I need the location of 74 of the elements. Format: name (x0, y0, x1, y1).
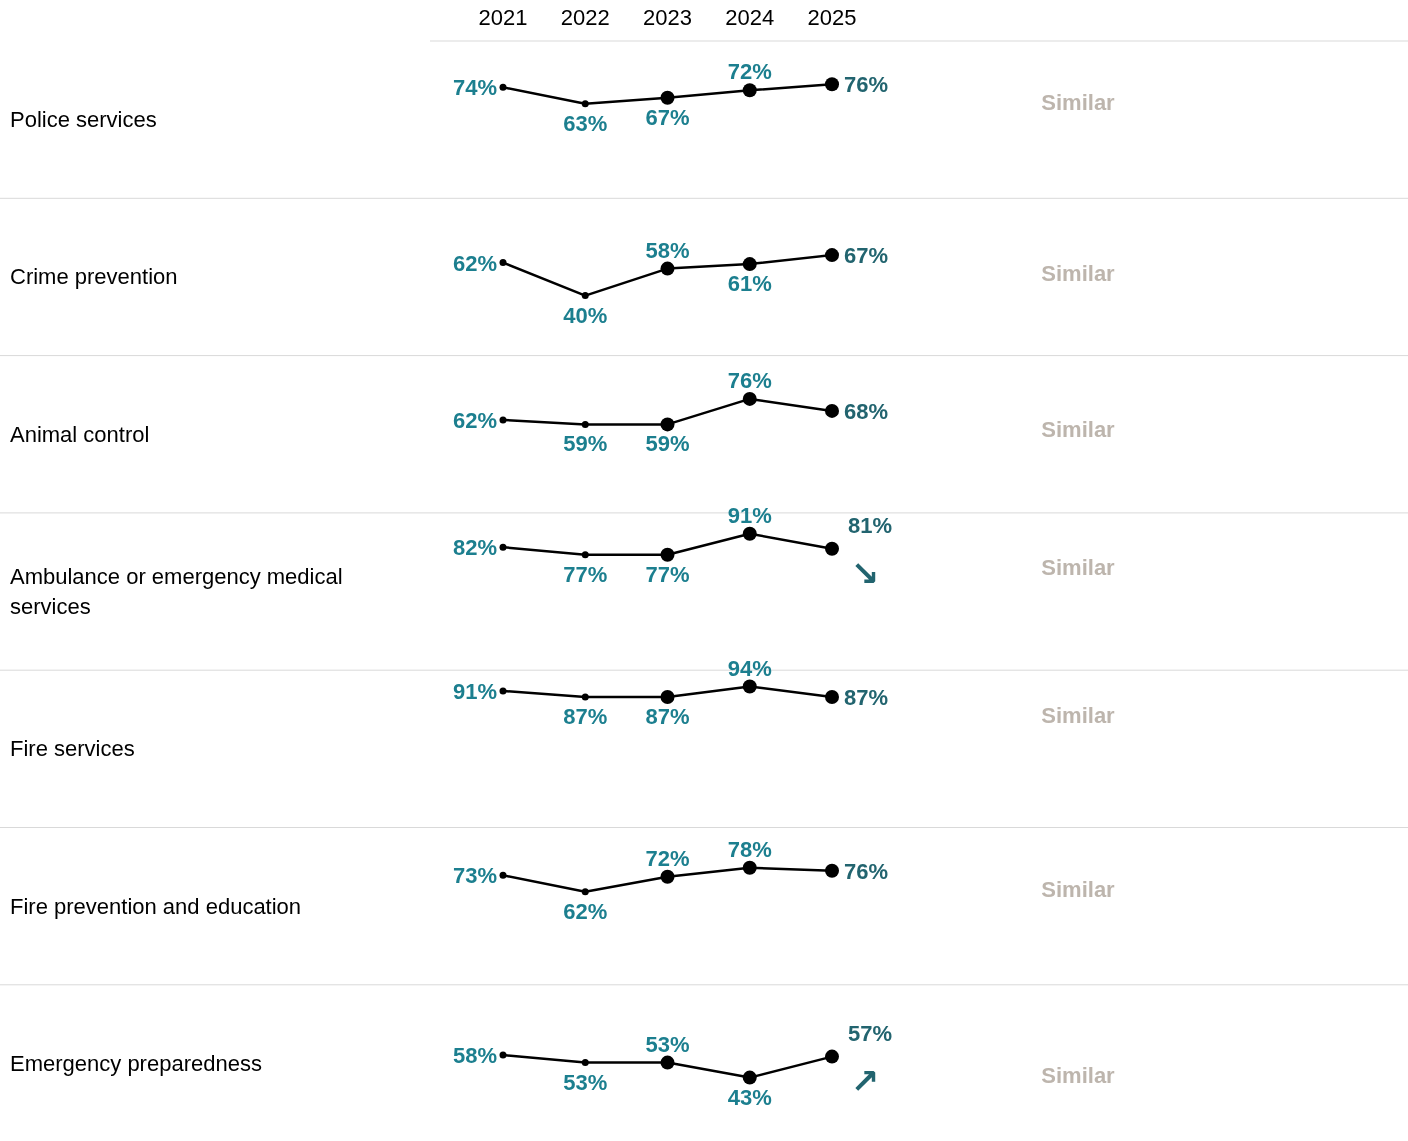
data-label: 87% (844, 685, 889, 710)
data-label: 77% (563, 561, 608, 587)
point (825, 863, 839, 878)
y-axis-title: Animal control (10, 421, 150, 447)
data-label: 57% (847, 1020, 893, 1046)
x-tick-label: 2024 (725, 5, 775, 30)
y-axis-title: Crime prevention (10, 264, 178, 290)
x-tick-label: 2021 (478, 5, 528, 30)
point (660, 869, 675, 884)
data-label: 94% (727, 655, 772, 681)
data-label: 72% (727, 59, 772, 85)
data-label: 62% (452, 407, 497, 433)
text: Similar (1041, 90, 1116, 116)
data-label: 72% (645, 845, 690, 871)
x-tick-label: 2023 (643, 5, 692, 30)
point (742, 1070, 757, 1085)
data-label: 58% (452, 1043, 497, 1069)
data-label: 91% (452, 679, 497, 704)
point (742, 391, 757, 406)
data-label: 59% (645, 431, 690, 457)
point (825, 403, 839, 418)
x-tick-label: 2025 (807, 5, 857, 30)
point (660, 547, 675, 562)
data-label: 76% (844, 858, 889, 884)
annotation: ↗ (850, 1060, 880, 1101)
data-label: 61% (727, 271, 772, 297)
point (660, 261, 675, 276)
data-label: 87% (563, 704, 608, 729)
data-label: 67% (844, 243, 889, 269)
data-label: 59% (563, 431, 608, 457)
text: Similar (1041, 261, 1116, 287)
data-label: 63% (563, 110, 608, 136)
data-label: 40% (563, 302, 608, 328)
y-axis-title: Fire services (10, 736, 135, 762)
data-label: 43% (727, 1084, 772, 1110)
point (825, 1049, 839, 1064)
point (825, 541, 839, 556)
data-label: 68% (844, 398, 889, 424)
data-label: 78% (727, 836, 772, 862)
point (660, 1055, 675, 1070)
data-label: 58% (645, 237, 690, 263)
data-label: 53% (645, 1031, 690, 1057)
point (742, 83, 757, 98)
data-label: 53% (563, 1069, 608, 1095)
data-label: 81% (847, 512, 893, 538)
point (660, 90, 675, 105)
point (742, 860, 757, 875)
text: Similar (1041, 1062, 1116, 1088)
annotation: ↘ (850, 552, 880, 593)
data-label: 62% (452, 250, 497, 276)
data-label: 87% (645, 704, 690, 729)
data-label: 62% (563, 898, 608, 924)
y-axis-title: Ambulance or emergency medical services (10, 563, 343, 619)
data-label: 91% (727, 502, 772, 528)
point (742, 257, 757, 272)
data-label: 74% (452, 75, 497, 101)
data-label: 77% (645, 561, 690, 587)
data-label: 76% (727, 367, 772, 393)
x-tick-label: 2022 (560, 5, 610, 30)
y-axis-title: Emergency preparedness (10, 1050, 262, 1076)
text: Similar (1041, 876, 1116, 902)
y-axis-title: Fire prevention and education (10, 893, 302, 919)
data-label: 82% (452, 535, 497, 561)
data-label: 76% (844, 72, 889, 98)
text: Similar (1041, 703, 1116, 728)
point (660, 417, 675, 432)
data-label: 67% (645, 104, 690, 130)
point (825, 248, 839, 263)
text: Similar (1041, 554, 1116, 580)
y-axis-title: Police services (10, 107, 157, 132)
text: Similar (1041, 416, 1116, 442)
data-label: 73% (452, 863, 497, 889)
point (825, 77, 839, 92)
point (742, 526, 757, 541)
